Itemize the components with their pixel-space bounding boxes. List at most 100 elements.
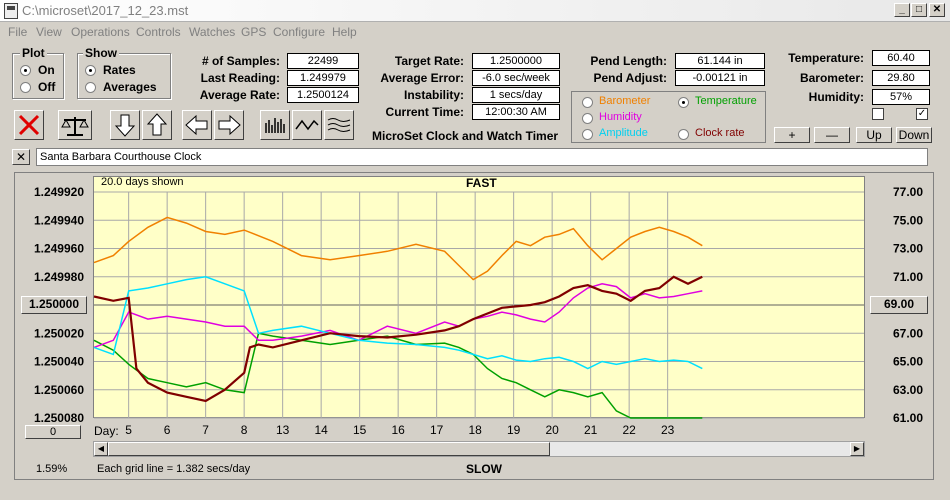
legend-humidity-radio[interactable] — [582, 113, 593, 124]
plot-on-radio[interactable] — [20, 65, 31, 76]
bottom-left-value: 1.59% — [36, 463, 68, 475]
maximize-button[interactable]: □ — [911, 3, 927, 17]
pend-length-label: Pend Length: — [590, 54, 667, 68]
clock-name-field[interactable]: Santa Barbara Courthouse Clock — [36, 148, 928, 166]
bars-view-button[interactable] — [260, 110, 290, 140]
legend-barometer: Barometer — [599, 95, 651, 107]
right-axis-tick: 75.00 — [893, 213, 923, 227]
clear-clock-name-button[interactable]: ✕ — [12, 149, 30, 165]
window-title: C:\microset\2017_12_23.mst — [22, 3, 189, 18]
right-axis-tick: 67.00 — [893, 326, 923, 340]
menu-gps[interactable]: GPS — [241, 25, 267, 39]
right-axis-tick: 63.00 — [893, 383, 923, 397]
left-axis-tick: 1.250040 — [34, 355, 84, 369]
left-axis-tick: 1.249920 — [34, 185, 84, 199]
right-axis-tick: 71.00 — [893, 270, 923, 284]
plot-group-title: Plot — [20, 46, 47, 60]
arrow-right-button[interactable] — [214, 110, 244, 140]
fast-label: FAST — [466, 176, 497, 190]
left-axis-center-button[interactable]: 1.250000 — [21, 296, 87, 314]
arrow-left-button[interactable] — [182, 110, 212, 140]
x-axis-tick: 5 — [125, 423, 132, 437]
minimize-button[interactable]: _ — [894, 3, 910, 17]
last-reading-value: 1.249979 — [287, 70, 359, 86]
x-axis-tick: 21 — [584, 423, 598, 437]
app-icon[interactable] — [4, 3, 18, 19]
down-button[interactable]: Down — [896, 127, 932, 143]
menu-watches[interactable]: Watches — [189, 25, 236, 39]
right-axis-tick: 65.00 — [893, 355, 923, 369]
plus-button[interactable]: + — [774, 127, 810, 143]
balance-button[interactable] — [58, 110, 92, 140]
zero-button[interactable]: 0 — [25, 425, 81, 439]
legend-barometer-radio[interactable] — [582, 97, 593, 108]
legend-temperature-radio[interactable] — [678, 97, 689, 108]
minus-button[interactable]: — — [814, 127, 850, 143]
scroll-thumb[interactable] — [108, 442, 550, 456]
line-view-button[interactable] — [292, 110, 322, 140]
scroll-right-arrow[interactable]: ▶ — [850, 442, 864, 456]
series-line-amplitude — [93, 276, 703, 370]
legend-clock-rate: Clock rate — [695, 127, 745, 139]
target-rate-value: 1.2500000 — [472, 53, 560, 69]
time-scrollbar[interactable]: ◀ ▶ — [93, 441, 865, 457]
plot-on-label: On — [38, 63, 55, 77]
legend-temperature: Temperature — [695, 95, 757, 107]
last-reading-label: Last Reading: — [200, 71, 280, 85]
samples-value: 22499 — [287, 53, 359, 69]
left-axis-tick: 1.249960 — [34, 242, 84, 256]
menu-file[interactable]: File — [8, 25, 28, 39]
plot-area[interactable] — [93, 176, 865, 418]
slow-label: SLOW — [466, 462, 502, 476]
right-axis-center-button[interactable]: 69.00 — [870, 296, 928, 314]
right-axis-tick: 73.00 — [893, 242, 923, 256]
x-axis-tick: 19 — [507, 423, 521, 437]
plot-off-radio[interactable] — [20, 82, 31, 93]
multi-line-view-button[interactable] — [324, 110, 354, 140]
title-bar[interactable]: C:\microset\2017_12_23.mst _ □ ✕ — [0, 0, 950, 22]
menu-view[interactable]: View — [36, 25, 62, 39]
menu-configure[interactable]: Configure — [273, 25, 326, 39]
bars-icon — [265, 118, 285, 133]
legend-clock-rate-radio[interactable] — [678, 129, 689, 140]
grid-note: Each grid line = 1.382 secs/day — [97, 463, 251, 475]
day-axis-label: Day: — [94, 424, 119, 438]
current-time-label: Current Time: — [385, 105, 464, 119]
arrow-down-button[interactable] — [110, 110, 140, 140]
show-rates-radio[interactable] — [85, 65, 96, 76]
scale-icon — [61, 117, 89, 136]
show-averages-label: Averages — [103, 80, 157, 94]
x-axis-tick: 23 — [661, 423, 675, 437]
stop-button[interactable] — [14, 110, 44, 140]
temperature-value: 60.40 — [872, 50, 930, 66]
right-axis-tick: 61.00 — [893, 411, 923, 425]
show-group-title: Show — [83, 46, 119, 60]
x-axis-tick: 20 — [545, 423, 559, 437]
menu-operations[interactable]: Operations — [71, 25, 130, 39]
x-axis-tick: 14 — [314, 423, 328, 437]
x-axis-tick: 17 — [430, 423, 444, 437]
legend-amplitude-radio[interactable] — [582, 129, 593, 140]
arrow-up-icon — [146, 113, 168, 136]
left-axis-tick: 1.249940 — [34, 213, 84, 227]
x-axis-tick: 15 — [353, 423, 367, 437]
series-line-temperature — [93, 332, 703, 419]
wave-icon — [295, 119, 319, 131]
x-axis-tick: 13 — [276, 423, 290, 437]
pend-length-value: 61.144 in — [675, 53, 765, 69]
legend-humidity: Humidity — [599, 111, 642, 123]
left-axis-tick: 1.250020 — [34, 326, 84, 340]
left-axis-tick: 1.250060 — [34, 383, 84, 397]
humidity-label: Humidity: — [808, 90, 864, 104]
close-window-button[interactable]: ✕ — [929, 3, 945, 17]
menu-help[interactable]: Help — [332, 25, 357, 39]
arrow-up-button[interactable] — [142, 110, 172, 140]
option-checkbox-2[interactable]: ✓ — [916, 108, 928, 120]
scroll-left-arrow[interactable]: ◀ — [94, 442, 108, 456]
show-averages-radio[interactable] — [85, 82, 96, 93]
up-button[interactable]: Up — [856, 127, 892, 143]
option-checkbox-1[interactable] — [872, 108, 884, 120]
menu-controls[interactable]: Controls — [136, 25, 181, 39]
average-rate-value: 1.2500124 — [287, 87, 359, 103]
